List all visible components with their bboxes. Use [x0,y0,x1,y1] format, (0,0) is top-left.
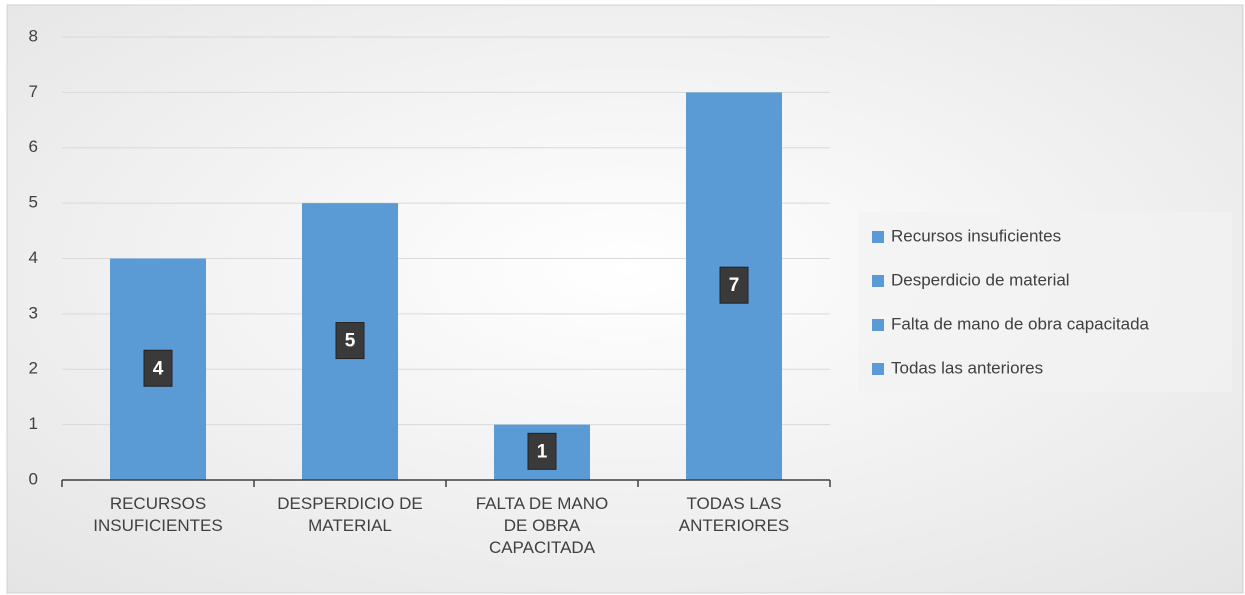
data-label-box [143,349,173,387]
y-tick-label: 5 [29,193,38,212]
data-label: 4 [153,358,164,379]
legend-label: Recursos insuficientes [891,226,1061,245]
data-label-box [335,322,365,360]
y-tick-label: 0 [29,469,38,488]
legend-box [858,212,1232,392]
y-tick-label: 4 [29,248,38,267]
y-tick-label: 6 [29,137,38,156]
legend-swatch [872,363,884,375]
legend-label: Falta de mano de obra capacitada [891,314,1150,333]
y-tick-label: 7 [29,82,38,101]
data-label-box [719,266,749,304]
x-tick-label-box: FALTA DE MANO DE OBRA CAPACITADA [475,494,609,557]
legend-swatch [872,231,884,243]
legend-label: Todas las anteriores [891,358,1043,377]
x-tick-label: TODAS LAS ANTERIORES [678,494,790,535]
x-tick-label: FALTA DE MANO DE OBRA CAPACITADA [475,494,609,557]
x-tick-label: RECURSOS INSUFICIENTES [93,494,223,535]
data-label-box [527,432,557,470]
x-tick-label: DESPERDICIO DE MATERIAL [277,494,423,535]
data-label: 7 [729,275,740,296]
data-label: 1 [537,441,548,462]
x-tick-label-box: RECURSOS INSUFICIENTES [93,494,223,535]
y-tick-label: 8 [29,26,38,45]
y-tick-label: 1 [29,414,38,433]
legend-swatch [872,275,884,287]
x-tick-label-box: TODAS LAS ANTERIORES [678,494,790,535]
y-tick-label: 3 [29,303,38,322]
x-tick-label-box: DESPERDICIO DE MATERIAL [277,494,423,535]
legend-label: Desperdicio de material [891,270,1070,289]
legend-swatch [872,319,884,331]
y-tick-label: 2 [29,359,38,378]
data-label: 5 [345,331,356,352]
